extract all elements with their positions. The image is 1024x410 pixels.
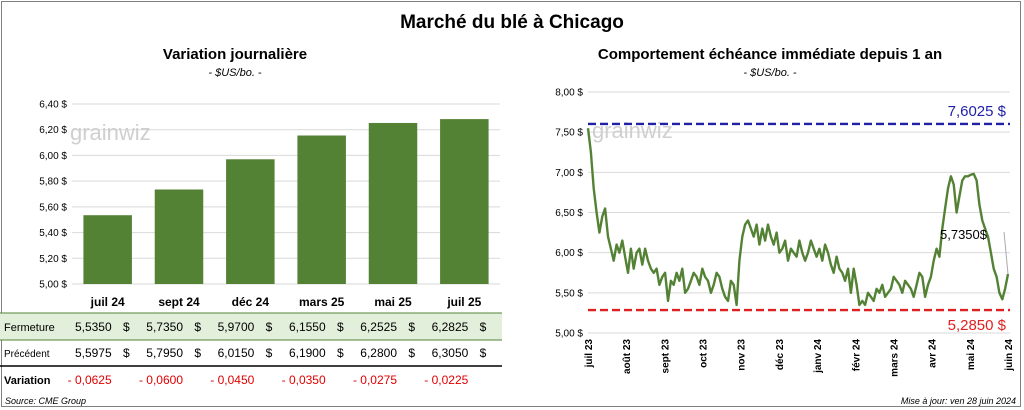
line-chart-reference-lines: 7,6025 $ 5,2850 $: [588, 103, 1010, 334]
table-cell: 5,9700: [218, 320, 255, 334]
line-xtick-label: avr 24: [928, 339, 939, 368]
table-cell: 6,2525: [360, 320, 397, 334]
right-panel-subtitle: - $US/bo. -: [743, 67, 797, 79]
table-cell: - 0,0225: [424, 373, 468, 387]
low-reference-label: 5,2850 $: [948, 317, 1007, 334]
left-panel-subtitle: - $US/bo. -: [208, 67, 262, 79]
bar-xtick-label: mai 25: [374, 295, 412, 309]
table-cell: 5,5350: [75, 320, 112, 334]
bar-chart-gridlines: [72, 103, 500, 285]
line-chart-xlabels: juil 23 août 23 sept 23 oct 23 nov 23 déc 23 j…: [584, 339, 1015, 377]
bar-2: [226, 159, 275, 284]
table-cell: 6,3050: [432, 346, 469, 360]
table-cell-currency: $: [480, 346, 487, 360]
bar-ytick-label: 6,00 $: [39, 151, 67, 162]
line-ytick-label: 7,50 $: [555, 128, 583, 139]
bar-xtick-label: juil 24: [90, 295, 125, 309]
bar-xtick-label: déc 24: [232, 295, 270, 309]
line-xtick-label: févr 24: [851, 339, 862, 372]
table-cell: 6,0150: [218, 346, 255, 360]
table-cell-currency: $: [266, 320, 273, 334]
bar-ytick-label: 5,80 $: [39, 177, 67, 188]
high-reference-label: 7,6025 $: [948, 103, 1007, 120]
line-xtick-label: oct 23: [699, 339, 710, 368]
bar-0: [83, 215, 132, 284]
price-series-line: [586, 128, 1010, 307]
line-xtick-label: août 23: [622, 339, 633, 374]
bar-xtick-label: sept 24: [158, 295, 200, 309]
table-cell: 6,2800: [360, 346, 397, 360]
line-ytick-label: 7,00 $: [555, 168, 583, 179]
table-row-label: Précédent: [4, 349, 50, 360]
table-cells: Fermeture 5,5350 $5,7350 $5,9700 $6,1550 $6,2…: [4, 320, 487, 387]
table-cell: - 0,0600: [139, 373, 183, 387]
table-cell: - 0,0625: [68, 373, 112, 387]
last-value-leader: [1003, 231, 1009, 275]
watermark-left: grainwiz: [70, 120, 151, 145]
watermark-right: grainwiz: [592, 118, 673, 143]
line-ytick-label: 6,50 $: [555, 208, 583, 219]
bar-3: [297, 135, 346, 284]
line-chart-yticks: 5,00 $ 5,50 $ 6,00 $ 6,50 $ 7,00 $ 7,50 $ 8,00…: [555, 88, 583, 340]
right-panel-title: Comportement échéance immédiate depuis 1…: [597, 46, 943, 63]
table-cell: 5,5975: [75, 346, 112, 360]
source-note: Source: CME Group: [5, 396, 87, 406]
bar-ytick-label: 5,40 $: [39, 228, 67, 239]
table-cell: - 0,0350: [282, 373, 326, 387]
line-xtick-label: sept 23: [660, 339, 671, 374]
bar-xtick-label: mars 25: [299, 295, 345, 309]
table-cell-currency: $: [337, 320, 344, 334]
close-row-bg: [0, 313, 502, 340]
line-xtick-label: janv 24: [813, 339, 824, 374]
bar-ytick-label: 6,40 $: [39, 100, 67, 111]
table-cell-currency: $: [194, 346, 201, 360]
table-cell-currency: $: [480, 320, 487, 334]
bar-ytick-label: 5,60 $: [39, 202, 67, 213]
table-row-label: Variation: [4, 375, 51, 387]
update-note: Mise à jour: ven 28 juin 2024: [900, 396, 1016, 406]
table-cell-currency: $: [194, 320, 201, 334]
line-xtick-label: mai 24: [966, 339, 977, 371]
bar-ytick-label: 5,00 $: [39, 280, 67, 291]
bar-5: [440, 119, 489, 284]
line-xtick-label: juil 23: [584, 339, 595, 369]
table-cell: 5,7350: [146, 320, 183, 334]
line-ytick-label: 6,00 $: [555, 248, 583, 259]
line-ytick-label: 5,00 $: [555, 329, 583, 340]
table-cell-currency: $: [123, 346, 130, 360]
bar-1: [154, 189, 204, 284]
line-xtick-label: juin 24: [1004, 339, 1015, 372]
table-cell: - 0,0450: [210, 373, 254, 387]
table-cell: 6,1900: [289, 346, 326, 360]
line-xtick-label: nov 23: [737, 339, 748, 371]
table-cell-currency: $: [266, 346, 273, 360]
table-cell: 6,1550: [289, 320, 326, 334]
table-cell-currency: $: [408, 346, 415, 360]
line-ytick-label: 8,00 $: [555, 88, 583, 99]
line-ytick-label: 5,50 $: [555, 288, 583, 299]
bar-4: [368, 122, 418, 284]
bar-ytick-label: 5,20 $: [39, 254, 67, 265]
bar-chart-xlabels: juil 24 sept 24 déc 24 mars 25 mai 25 juil 25: [90, 295, 482, 309]
table-cell: - 0,0275: [353, 373, 397, 387]
table-row-label: Fermeture: [4, 322, 55, 334]
table-cell: 6,2825: [432, 320, 469, 334]
table-cell-currency: $: [123, 320, 130, 334]
line-xtick-label: déc 23: [775, 339, 786, 371]
last-value-label: 5,7350$: [940, 227, 988, 242]
table-cell-currency: $: [337, 346, 344, 360]
line-xtick-label: mars 24: [890, 339, 901, 377]
bar-chart-bars: [83, 119, 489, 284]
table-cell: 5,7950: [146, 346, 183, 360]
table-cell-currency: $: [408, 320, 415, 334]
bar-ytick-label: 6,20 $: [39, 125, 67, 136]
left-panel-title: Variation journalière: [162, 46, 308, 63]
bar-xtick-label: juil 25: [446, 295, 481, 309]
main-title: Marché du blé à Chicago: [400, 12, 624, 33]
bar-chart-yticks: 5,00 $ 5,20 $ 5,40 $ 5,60 $ 5,80 $ 6,00 $ 6,20…: [39, 100, 67, 291]
